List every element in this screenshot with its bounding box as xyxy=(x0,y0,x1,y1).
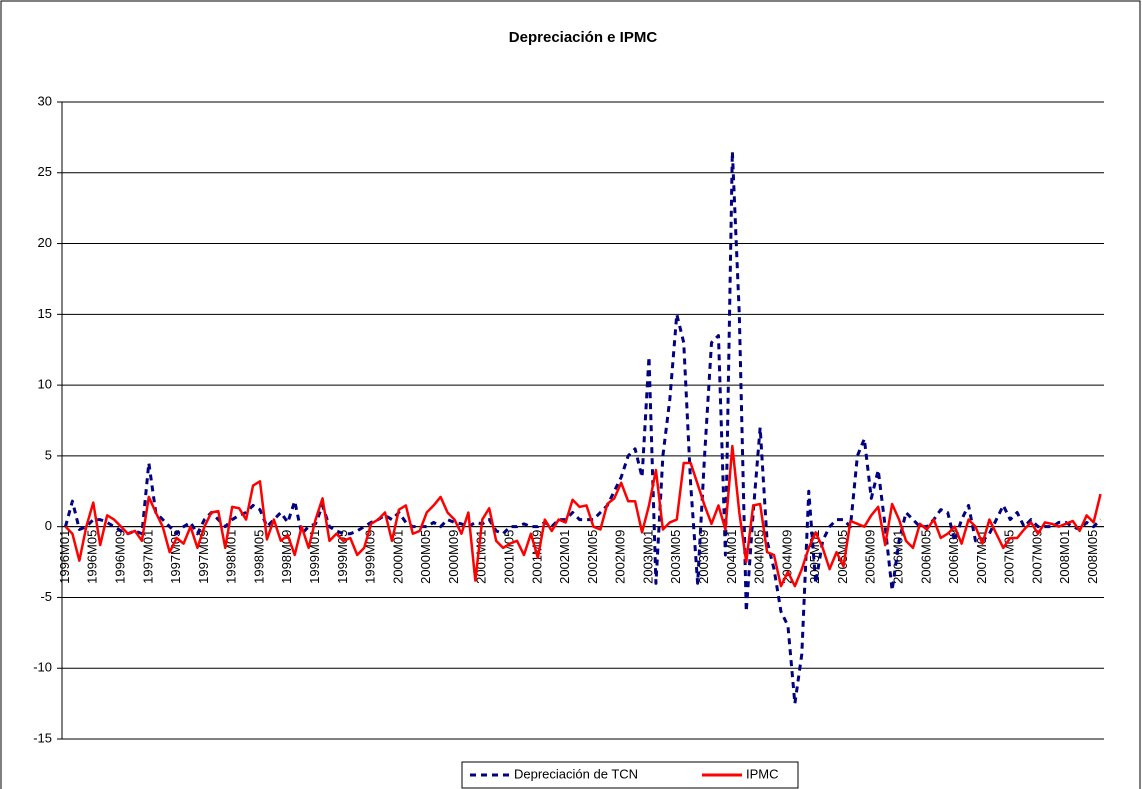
y-tick-label: 5 xyxy=(45,447,52,462)
x-tick-label: 1998M09 xyxy=(279,530,294,584)
x-tick-label: 2004M09 xyxy=(779,530,794,584)
legend: Depreciación de TCN IPMC xyxy=(461,761,799,789)
x-tick-label: 1996M01 xyxy=(57,530,72,584)
legend-label: IPMC xyxy=(746,766,779,781)
x-tick-label: 1999M05 xyxy=(335,530,350,584)
y-tick-label: 15 xyxy=(38,306,52,321)
x-tick-label: 2006M05 xyxy=(918,530,933,584)
x-tick-label: 1997M01 xyxy=(140,530,155,584)
x-tick-label: 1997M05 xyxy=(168,530,183,584)
x-tick-label: 2003M05 xyxy=(668,530,683,584)
x-tick-label: 2008M01 xyxy=(1057,530,1072,584)
x-tick-label: 2001M05 xyxy=(501,530,516,584)
x-tick-label: 2000M05 xyxy=(418,530,433,584)
x-tick-label: 2007M01 xyxy=(974,530,989,584)
y-tick-label: 0 xyxy=(45,518,52,533)
x-tick-label: 1998M01 xyxy=(224,530,239,584)
x-tick-label: 2006M09 xyxy=(946,530,961,584)
x-tick-label: 2002M09 xyxy=(613,530,628,584)
chart-title: Depreciación e IPMC xyxy=(509,29,658,46)
x-tick-label: 2004M01 xyxy=(724,530,739,584)
x-tick-label: 2000M01 xyxy=(390,530,405,584)
x-tick-label: 2008M05 xyxy=(1085,530,1100,584)
x-tick-label: 1996M05 xyxy=(85,530,100,584)
x-tick-label: 2007M09 xyxy=(1029,530,1044,584)
y-tick-label: 25 xyxy=(38,164,52,179)
x-tick-label: 2006M01 xyxy=(891,530,906,584)
x-tick-label: 2003M01 xyxy=(640,530,655,584)
legend-label: Depreciación de TCN xyxy=(514,766,638,781)
x-tick-label: 2000M09 xyxy=(446,530,461,584)
y-tick-label: 30 xyxy=(38,93,52,108)
y-tick-label: -5 xyxy=(40,589,52,604)
x-tick-label: 1999M09 xyxy=(363,530,378,584)
series-line xyxy=(64,150,1102,706)
x-tick-label: 2002M05 xyxy=(585,530,600,584)
x-tick-label: 2005M09 xyxy=(863,530,878,584)
x-tick-label: 1999M01 xyxy=(307,530,322,584)
x-tick-label: 2002M01 xyxy=(557,530,572,584)
x-tick-label: 1998M05 xyxy=(251,530,266,584)
series-line xyxy=(64,444,1102,588)
y-tick-label: -15 xyxy=(33,730,52,745)
y-tick-label: 20 xyxy=(38,235,52,250)
x-tick-label: 2004M05 xyxy=(752,530,767,584)
y-tick-label: -10 xyxy=(33,660,52,675)
y-tick-label: 10 xyxy=(38,377,52,392)
x-tick-label: 1996M09 xyxy=(112,530,127,584)
x-tick-label: 1997M09 xyxy=(196,530,211,584)
